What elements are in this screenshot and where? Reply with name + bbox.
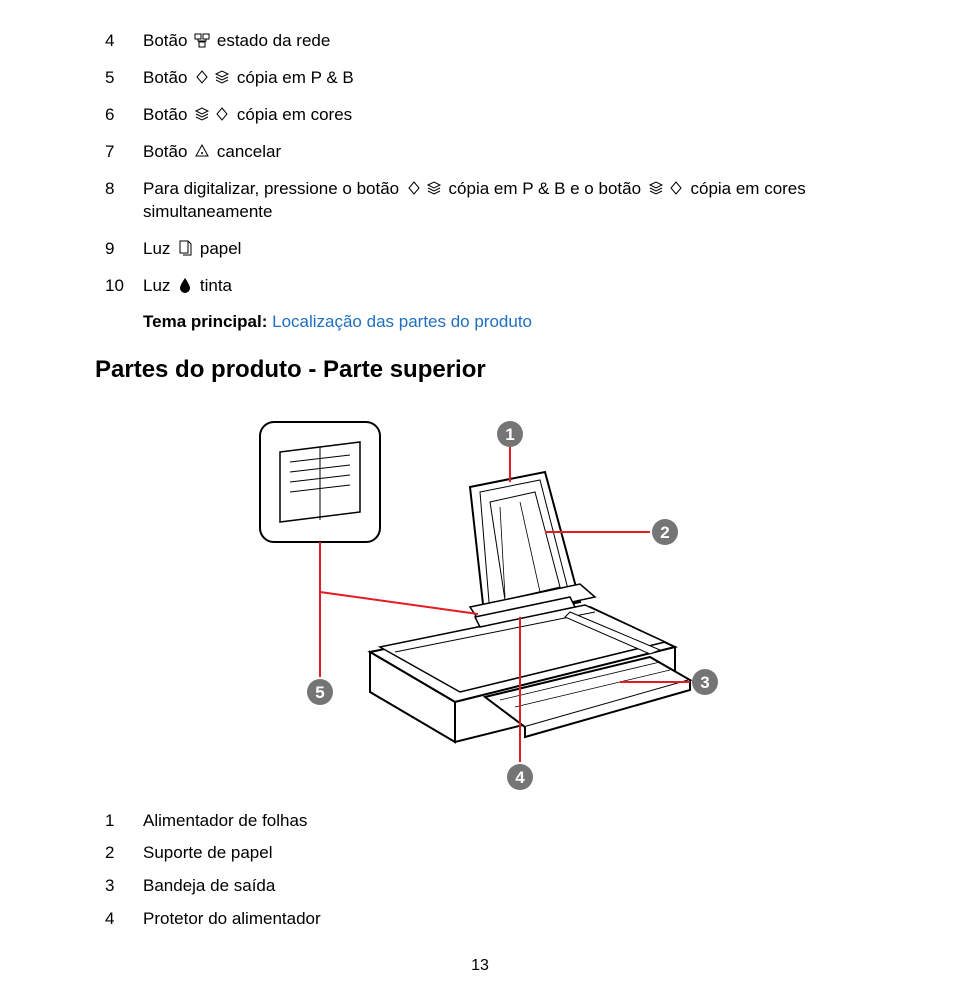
bottom-numbered-list: 1Alimentador de folhas2Suporte de papel3… [105, 810, 865, 932]
svg-text:4: 4 [515, 768, 525, 787]
list-item: 9Luz papel [105, 238, 865, 261]
diamond-icon [194, 69, 210, 85]
list-number: 4 [105, 908, 143, 931]
list-text: Para digitalizar, pressione o botão cópi… [143, 178, 865, 224]
list-item: 5Botão cópia em P & B [105, 67, 865, 90]
ink-drop-icon [177, 277, 193, 293]
tema-link[interactable]: Localização das partes do produto [272, 312, 532, 331]
diamond-icon [668, 180, 684, 196]
list-item: 10Luz tinta [105, 275, 865, 298]
list-number: 7 [105, 141, 143, 164]
list-item: 6Botão cópia em cores [105, 104, 865, 127]
list-number: 10 [105, 275, 143, 298]
list-number: 6 [105, 104, 143, 127]
top-numbered-list: 4Botão estado da rede5Botão cópia em P &… [105, 30, 865, 298]
stack-icon [648, 180, 664, 196]
tema-principal: Tema principal: Localização das partes d… [143, 312, 865, 332]
list-text: Botão estado da rede [143, 30, 865, 53]
section-title: Partes do produto - Parte superior [95, 356, 865, 384]
network-icon [194, 32, 210, 48]
list-text: Luz tinta [143, 275, 865, 298]
list-item: 2Suporte de papel [105, 842, 865, 865]
stack-icon [194, 106, 210, 122]
paper-icon [177, 240, 193, 256]
list-text: Bandeja de saída [143, 875, 865, 898]
list-number: 9 [105, 238, 143, 261]
list-item: 1Alimentador de folhas [105, 810, 865, 833]
svg-text:1: 1 [505, 425, 514, 444]
list-number: 1 [105, 810, 143, 833]
list-item: 4Protetor do alimentador [105, 908, 865, 931]
list-text: Alimentador de folhas [143, 810, 865, 833]
list-number: 2 [105, 842, 143, 865]
list-text: Botão cancelar [143, 141, 865, 164]
svg-text:3: 3 [700, 673, 709, 692]
printer-diagram: 1 2 3 4 5 [95, 392, 865, 792]
list-number: 8 [105, 178, 143, 201]
stack-icon [214, 69, 230, 85]
list-item: 4Botão estado da rede [105, 30, 865, 53]
list-text: Protetor do alimentador [143, 908, 865, 931]
list-text: Botão cópia em P & B [143, 67, 865, 90]
list-item: 7Botão cancelar [105, 141, 865, 164]
cancel-icon [194, 143, 210, 159]
list-number: 5 [105, 67, 143, 90]
list-item: 3Bandeja de saída [105, 875, 865, 898]
list-number: 4 [105, 30, 143, 53]
stack-icon [426, 180, 442, 196]
list-text: Luz papel [143, 238, 865, 261]
diamond-icon [406, 180, 422, 196]
svg-text:5: 5 [315, 683, 324, 702]
svg-text:2: 2 [660, 523, 669, 542]
tema-label: Tema principal: [143, 312, 272, 331]
list-text: Botão cópia em cores [143, 104, 865, 127]
page-number: 13 [0, 957, 960, 975]
list-text: Suporte de papel [143, 842, 865, 865]
list-item: 8Para digitalizar, pressione o botão cóp… [105, 178, 865, 224]
diamond-icon [214, 106, 230, 122]
list-number: 3 [105, 875, 143, 898]
